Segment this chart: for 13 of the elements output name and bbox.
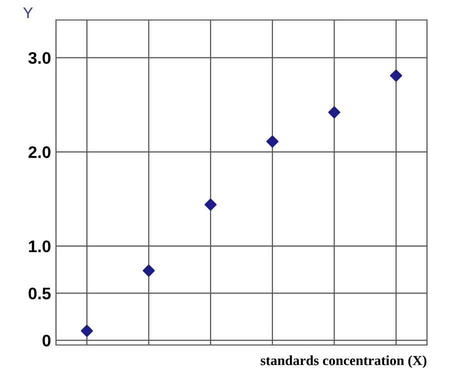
y-tick-label: 1.0 — [29, 240, 50, 252]
point — [390, 70, 402, 82]
point — [142, 264, 155, 277]
point — [80, 324, 93, 337]
y-axis-title: Y — [23, 7, 33, 18]
point — [266, 135, 278, 148]
y-tick-label: 0.5 — [28, 288, 51, 300]
point — [328, 106, 340, 118]
y-tick-label: 2.0 — [28, 146, 50, 158]
y-tick-label: 3.0 — [28, 52, 50, 64]
point — [204, 198, 217, 211]
y-tick-label: 0 — [42, 334, 50, 346]
x-axis-title: standards concentration (X) — [260, 355, 426, 368]
